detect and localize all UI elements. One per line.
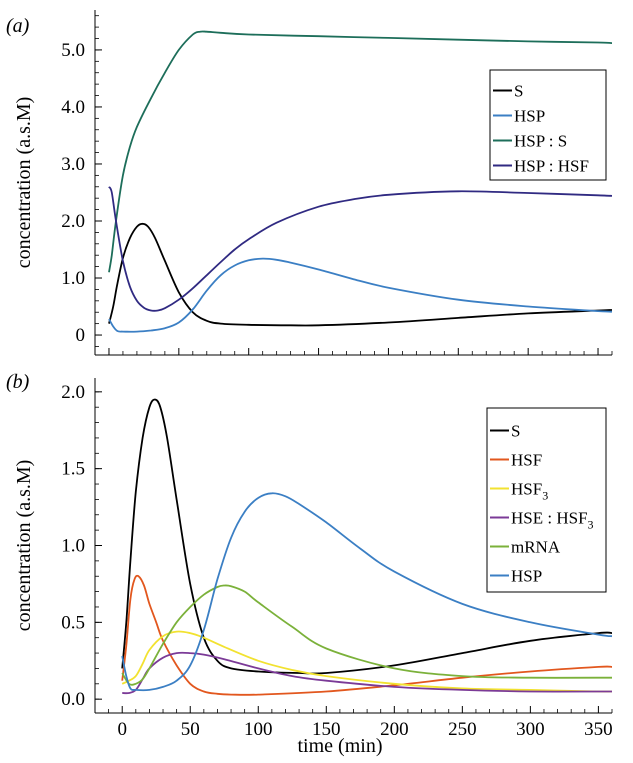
x-tick-label: 150	[312, 719, 341, 740]
y-tick-label: 2.0	[61, 211, 85, 232]
x-tick-label: 100	[244, 719, 273, 740]
legend-label: HSF3	[511, 480, 548, 503]
panel-label: (b)	[6, 371, 30, 393]
panel-b: (b) 0.0 0.5 1.0 1.5 2.0 0 50 100 150 200 250 300 350 c…	[6, 371, 613, 740]
y-tick-label: 3.0	[61, 154, 85, 175]
legend-box	[486, 407, 607, 593]
legend-label: HSP	[514, 107, 545, 126]
y-tick-label: 0.5	[61, 612, 85, 633]
legend-label: HSF	[511, 451, 542, 470]
series-line-mrna	[121, 584, 612, 686]
series-line-hsf	[121, 574, 612, 696]
series-line-hsp-hsf	[108, 186, 612, 312]
series-line-hsp	[121, 492, 612, 692]
panel-a: (a) 0 1.0 2.0 3.0 4.0 5.0 concentration (a.s.M)…	[6, 10, 613, 356]
y-tick-label: 0	[76, 325, 86, 346]
y-axis-title: concentration (a.s.M)	[13, 97, 35, 269]
x-tick-label: 250	[448, 719, 477, 740]
y-tick-label: 0.0	[61, 689, 85, 710]
series-line-hsf3	[121, 630, 612, 693]
x-axis-title: time (min)	[298, 735, 383, 757]
legend-label: S	[514, 82, 523, 101]
series-line-hsp-s	[108, 30, 612, 273]
y-tick-label: 1.0	[61, 268, 85, 289]
y-tick-label: 1.0	[61, 536, 85, 557]
y-tick-label: 4.0	[61, 97, 85, 118]
legend-label: S	[511, 422, 520, 441]
y-tick-label: 1.5	[61, 459, 85, 480]
legend-label: HSP : S	[514, 132, 567, 151]
legend-label: HSP	[511, 567, 542, 586]
series-line-s	[108, 222, 612, 327]
legend: S HSF HSF3 HSE : HSF3 mRNA HSP	[486, 407, 607, 593]
legend-label: mRNA	[511, 538, 561, 557]
x-tick-label: 0	[117, 719, 127, 740]
legend: S HSP HSP : S HSP : HSF	[489, 69, 607, 181]
x-tick-label: 50	[181, 719, 200, 740]
y-tick-label: 2.0	[61, 382, 85, 403]
x-tick-label: 350	[584, 719, 613, 740]
series-line-s	[121, 398, 612, 675]
x-tick-label: 200	[380, 719, 409, 740]
y-axis-title: concentration (a.s.M)	[13, 460, 35, 632]
y-tick-label: 5.0	[61, 40, 85, 61]
x-tick-label: 300	[516, 719, 545, 740]
legend-label: HSP : HSF	[514, 157, 589, 176]
panel-label: (a)	[6, 15, 30, 37]
series-line-hsp	[108, 257, 612, 333]
legend-box	[489, 69, 607, 181]
legend-label: HSE : HSF3	[511, 509, 594, 532]
